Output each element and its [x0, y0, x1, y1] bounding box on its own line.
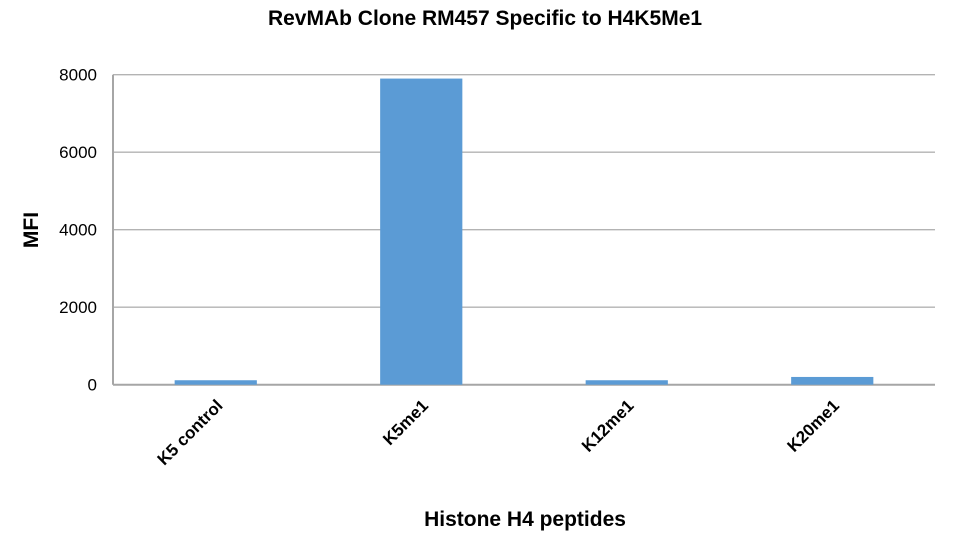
y-axis-label: MFI	[20, 212, 43, 248]
bar-k5me1	[380, 78, 463, 385]
bar-k20me1	[791, 376, 874, 385]
y-tick-label: 0	[88, 376, 97, 395]
chart-title: RevMAb Clone RM457 Specific to H4K5Me1	[268, 7, 702, 30]
y-tick-label: 8000	[59, 66, 97, 85]
y-tick-label: 2000	[59, 298, 97, 317]
x-axis-label: Histone H4 peptides	[424, 508, 626, 531]
x-tick-label: K5 control	[154, 396, 227, 469]
x-tick-label: K12me1	[578, 396, 638, 456]
y-tick-label: 4000	[59, 221, 97, 240]
bar-k5-control	[174, 380, 257, 385]
y-tick-label: 6000	[59, 143, 97, 162]
bar-k12me1	[585, 380, 668, 385]
x-tick-label: K5me1	[379, 396, 432, 449]
x-tick-label: K20me1	[784, 396, 844, 456]
